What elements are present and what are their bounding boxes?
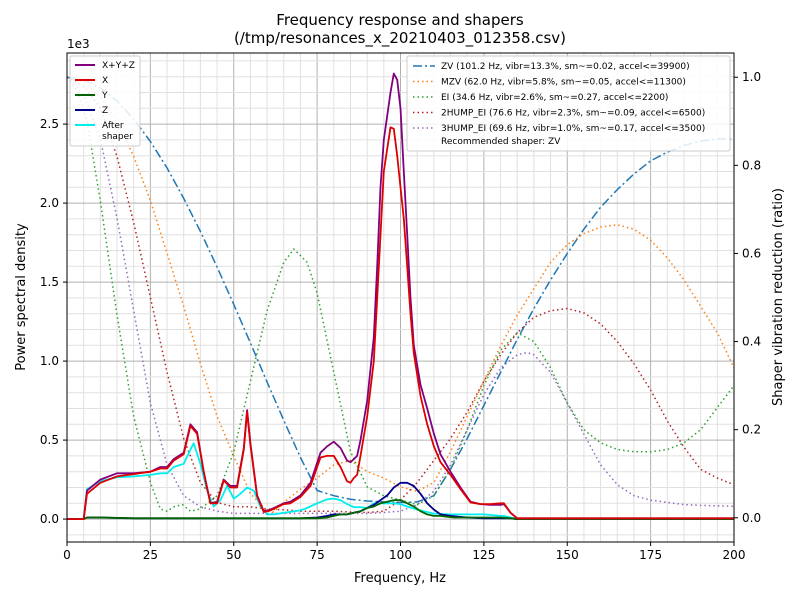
y2-axis-label: Shaper vibration reduction (ratio) <box>771 188 786 406</box>
x-tick-label: 100 <box>389 548 412 562</box>
y2-tick-label: 0.8 <box>742 158 761 172</box>
y-tick-label: 2.5 <box>40 117 59 131</box>
series-line-1 <box>67 126 734 520</box>
recommended-shaper-text: Recommended shaper: ZV <box>441 137 561 147</box>
legend-left-label: X+Y+Z <box>102 61 135 71</box>
legend-left-label: shaper <box>102 132 133 142</box>
legend-left-box <box>69 55 141 147</box>
y-tick-label: 0.0 <box>40 512 59 526</box>
chart-subtitle: (/tmp/resonances_x_20210403_012358.csv) <box>234 29 566 48</box>
x-tick-label: 50 <box>226 548 241 562</box>
y2-tick-label: 1.0 <box>742 70 761 84</box>
legend-right-label: EI (34.6 Hz, vibr=2.6%, sm~=0.27, accel<… <box>441 93 668 103</box>
y-axis-label: Power spectral density <box>14 223 29 371</box>
legend-left-label: Y <box>101 91 108 101</box>
y2-tick-label: 0.0 <box>742 511 761 525</box>
legend-right-label: 3HUMP_EI (69.6 Hz, vibr=1.0%, sm~=0.17, … <box>441 124 705 134</box>
legend-right-box <box>406 55 731 152</box>
x-tick-label: 150 <box>556 548 579 562</box>
axis-ticks: 0 25 50 75 100 125 150 175 200 0.0 0.5 1.0 1.5 2.0 2.5… <box>40 70 761 562</box>
series-line-5 <box>66 76 734 504</box>
y2-tick-label: 0.2 <box>742 423 761 437</box>
legend-right-label: MZV (62.0 Hz, vibr=5.8%, sm~=0.05, accel… <box>441 78 686 88</box>
legend-right-label: ZV (101.2 Hz, vibr=13.3%, sm~=0.02, acce… <box>441 62 690 72</box>
legend-right: ZV (101.2 Hz, vibr=13.3%, sm~=0.02, acce… <box>406 55 731 152</box>
x-tick-label: 125 <box>472 548 495 562</box>
legend-right-label: 2HUMP_EI (76.6 Hz, vibr=2.3%, sm~=0.09, … <box>441 109 705 119</box>
series-line-2 <box>67 499 734 520</box>
y2-tick-label: 0.4 <box>742 335 761 349</box>
chart-title: Frequency response and shapers <box>276 11 524 29</box>
series-layer <box>66 72 735 520</box>
y-tick-label: 1.0 <box>40 354 59 368</box>
x-tick-label: 0 <box>63 548 71 562</box>
x-tick-label: 75 <box>309 548 324 562</box>
series-line-9 <box>66 76 735 515</box>
x-tick-label: 200 <box>723 548 746 562</box>
y-tick-label: 0.5 <box>40 433 59 447</box>
x-tick-label: 25 <box>143 548 158 562</box>
y-scale-label: 1e3 <box>67 37 90 51</box>
series-line-4 <box>67 442 734 520</box>
y-tick-label: 2.0 <box>40 196 59 210</box>
legend-left-label: After <box>102 121 124 131</box>
y2-tick-label: 0.6 <box>742 246 761 260</box>
y-tick-label: 1.5 <box>40 275 59 289</box>
legend-left-label: Z <box>102 106 108 116</box>
series-line-6 <box>66 76 735 513</box>
x-axis-label: Frequency, Hz <box>354 571 446 586</box>
grid-lines <box>66 53 735 542</box>
legend-left-label: X <box>102 76 108 86</box>
x-tick-label: 175 <box>639 548 662 562</box>
